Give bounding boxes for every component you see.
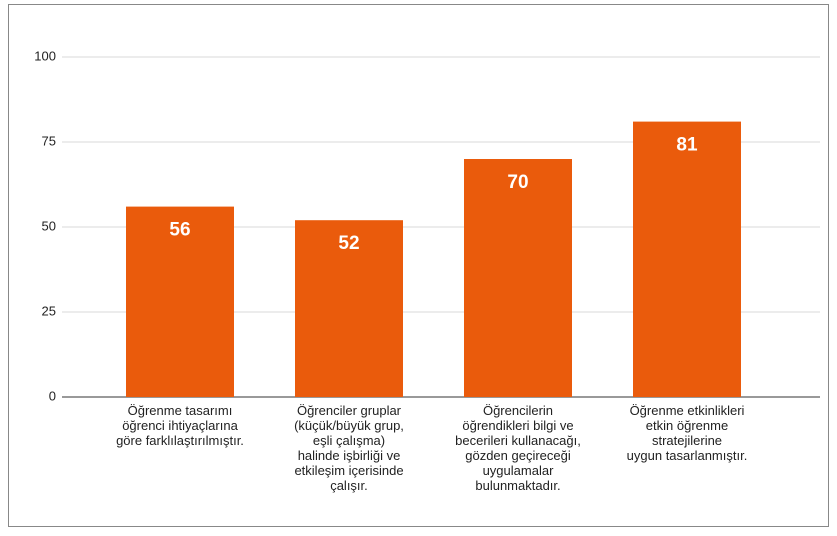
y-tick-label: 75 (42, 133, 56, 148)
x-tick-label-line: etkileşim içerisinde (294, 463, 403, 478)
x-tick-label: Öğrencilerin öğrendikleri bilgi ve beceril… (455, 403, 581, 493)
x-tick-label-line: Öğrenme etkinlikleri (630, 403, 745, 418)
x-tick-label-line: etkin öğrenme (646, 418, 728, 433)
x-tick-label: Öğrenme tasarımı öğrenci ihtiyaçlarına gör… (116, 403, 244, 448)
x-tick-label-line: uygulamalar (483, 463, 554, 478)
x-tick-label-line: çalışır. (330, 478, 368, 493)
x-tick-label: Öğrenme etkinlikleri etkin öğrenme stratej… (627, 403, 748, 463)
x-tick-label-line: stratejilerine (652, 433, 722, 448)
x-tick-label-line: öğrenci ihtiyaçlarına (122, 418, 238, 433)
x-tick-label: Öğrenciler gruplar (küçük/büyük grup, eşli… (294, 403, 404, 493)
x-tick-label-line: eşli çalışma) (313, 433, 385, 448)
x-tick-label-line: göre farklılaştırılmıştır. (116, 433, 244, 448)
x-tick-label-line: Öğrencilerin (483, 403, 553, 418)
x-tick-label-line: bulunmaktadır. (475, 478, 560, 493)
y-tick-label: 50 (42, 218, 56, 233)
y-tick-label: 25 (42, 303, 56, 318)
data-label: 81 (676, 135, 698, 156)
x-tick-label-line: öğrendikleri bilgi ve (462, 418, 573, 433)
bar (633, 121, 741, 397)
y-tick-label: 100 (34, 48, 56, 63)
data-label: 56 (169, 220, 190, 241)
x-tick-label-line: halinde işbirliği ve (298, 448, 401, 463)
x-tick-label-line: Öğrenme tasarımı (128, 403, 233, 418)
x-tick-label-line: gözden geçireceği (465, 448, 571, 463)
x-tick-label-line: becerileri kullanacağı, (455, 433, 581, 448)
bar (126, 206, 234, 397)
x-tick-label-line: (küçük/büyük grup, (294, 418, 404, 433)
y-tick-label: 0 (49, 388, 56, 403)
bar (295, 220, 403, 397)
data-label: 70 (507, 172, 528, 193)
bar (464, 159, 572, 397)
data-label: 52 (338, 233, 359, 254)
x-tick-label-line: Öğrenciler gruplar (297, 403, 402, 418)
x-tick-label-line: uygun tasarlanmıştır. (627, 448, 748, 463)
